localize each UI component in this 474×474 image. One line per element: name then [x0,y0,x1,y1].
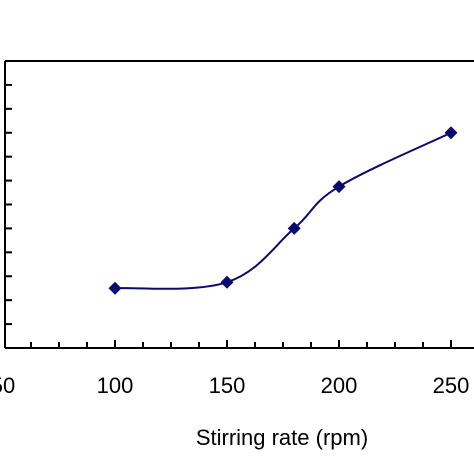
plot-frame [4,60,474,349]
x-tick-label: 150 [209,373,246,398]
x-tick-label: 100 [97,373,134,398]
data-point-marker [287,221,301,235]
data-point-marker [108,281,122,295]
x-tick-label: 250 [433,373,470,398]
x-tick-label: 50 [0,373,15,398]
x-tick-label: 200 [321,373,358,398]
data-markers [108,126,458,295]
data-point-marker [444,126,458,140]
x-axis-ticks [30,340,452,348]
series-line [114,131,452,290]
data-point-marker [332,180,346,194]
x-tick-labels: 50 100 150 200 250 [0,373,469,398]
y-axis-ticks [5,83,12,326]
x-axis-title: Stirring rate (rpm) [196,425,368,450]
data-point-marker [220,275,234,289]
